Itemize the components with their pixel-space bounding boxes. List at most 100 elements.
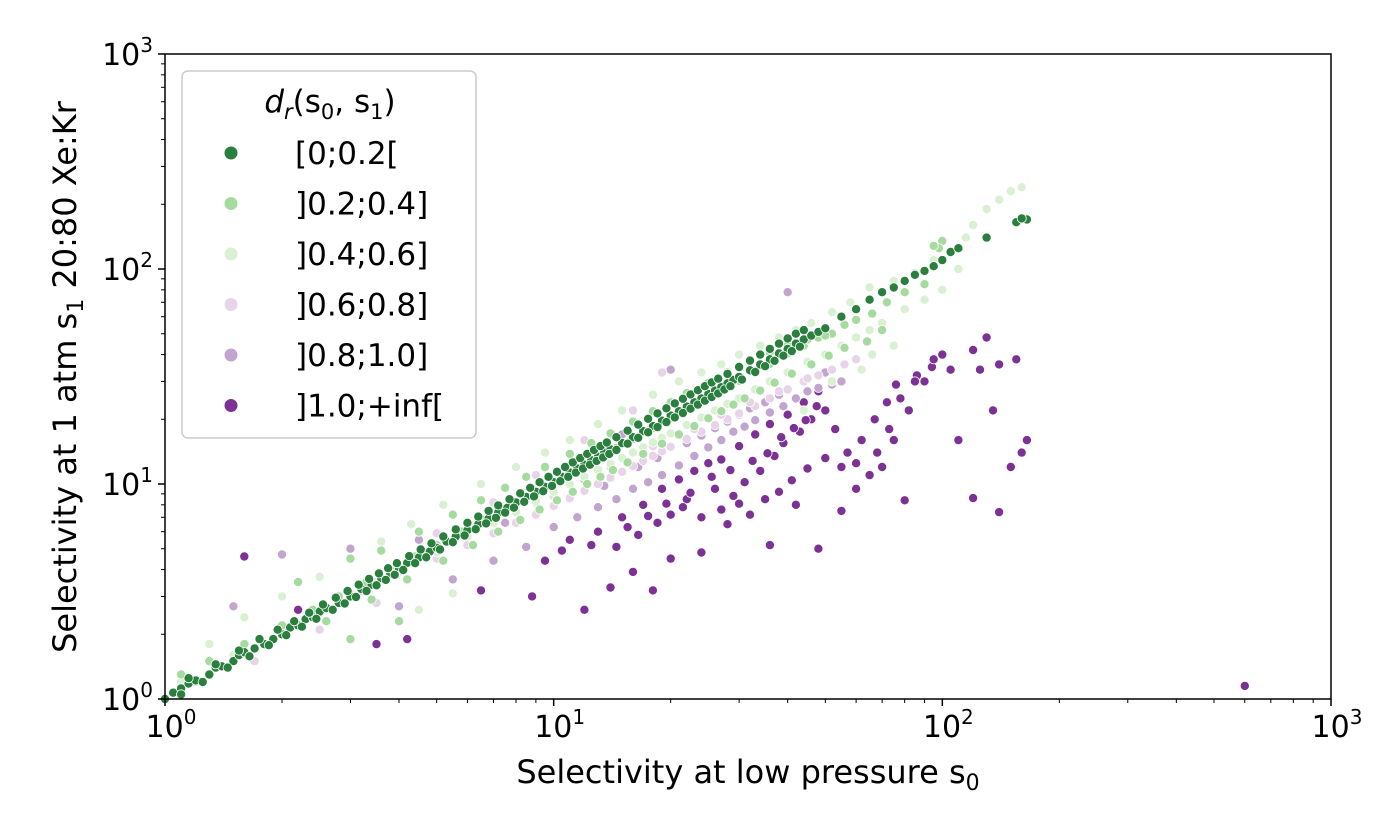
data-point (508, 502, 519, 513)
data-point (515, 515, 526, 526)
data-point (953, 263, 964, 274)
data-point (622, 522, 633, 533)
data-point (611, 432, 622, 443)
data-point (669, 412, 680, 423)
data-point (617, 466, 628, 477)
data-point (827, 376, 838, 387)
legend-label: ]0.2;0.4] (295, 187, 428, 223)
data-point (595, 471, 606, 482)
data-point (373, 568, 384, 579)
data-point (677, 407, 688, 418)
data-point (830, 424, 841, 435)
x-tick-label: 101 (534, 705, 585, 745)
data-point (421, 552, 432, 563)
data-point (856, 435, 867, 446)
data-point (633, 529, 644, 540)
data-point (813, 543, 824, 554)
data-point (529, 491, 540, 502)
data-point (722, 519, 733, 530)
data-point (881, 397, 892, 408)
data-point (521, 471, 532, 482)
data-point (611, 444, 622, 455)
data-point (402, 634, 413, 645)
data-point (1011, 354, 1022, 365)
data-point (493, 526, 504, 537)
data-point (778, 350, 789, 361)
data-point (239, 551, 250, 562)
data-point (716, 406, 727, 417)
data-point (734, 441, 745, 452)
data-point (345, 553, 356, 564)
data-point (611, 541, 622, 552)
data-point (736, 374, 747, 385)
data-point (864, 294, 875, 305)
data-point (928, 354, 939, 365)
data-point (657, 367, 668, 378)
data-point (778, 401, 789, 412)
data-point (689, 450, 700, 461)
data-point (806, 359, 817, 370)
data-point (228, 601, 239, 612)
data-point (413, 526, 424, 537)
data-point (769, 377, 780, 388)
data-point (864, 325, 875, 336)
data-point (345, 543, 356, 554)
data-point (361, 586, 372, 597)
data-point (1016, 447, 1027, 458)
data-point (579, 604, 590, 615)
data-point (447, 574, 458, 585)
legend-entry: ]0.4;0.6] (223, 237, 428, 273)
data-point (716, 504, 727, 515)
data-point (647, 437, 658, 448)
data-point (716, 359, 727, 370)
legend-title: dr(s0, s1) (264, 84, 395, 124)
data-point (696, 547, 707, 558)
data-point (350, 592, 361, 603)
data-point (1005, 461, 1016, 472)
data-point (567, 457, 578, 468)
data-point (426, 538, 437, 549)
data-point (774, 486, 785, 497)
data-point (438, 499, 449, 510)
data-point (696, 367, 707, 378)
data-point (647, 585, 658, 596)
data-point (371, 639, 382, 650)
data-point (760, 361, 771, 372)
y-axis-title-sub: 1 (64, 299, 89, 313)
data-point (734, 349, 745, 360)
data-point (475, 585, 486, 596)
data-point (864, 470, 875, 481)
data-point (647, 450, 658, 461)
data-point (622, 457, 633, 468)
x-tick-label: 100 (146, 705, 197, 745)
data-point (728, 490, 739, 501)
data-point (628, 447, 639, 458)
data-point (661, 403, 672, 414)
data-point (867, 349, 878, 360)
data-point (836, 376, 847, 387)
data-point (459, 530, 470, 541)
data-point (183, 673, 194, 684)
data-point (747, 455, 758, 466)
data-point (652, 422, 663, 433)
data-point (842, 447, 853, 458)
x-tick-label: 102 (923, 705, 974, 745)
data-point (293, 604, 304, 615)
data-point (960, 232, 971, 243)
data-point (802, 373, 813, 384)
data-point (877, 325, 888, 336)
data-point (393, 601, 404, 612)
data-point (239, 612, 250, 623)
data-point (782, 287, 793, 298)
data-point (563, 471, 574, 482)
data-point (628, 483, 639, 494)
data-point (895, 393, 906, 404)
data-point (593, 419, 604, 430)
data-point (968, 220, 979, 231)
data-point (543, 471, 554, 482)
data-point (722, 368, 733, 379)
data-point (739, 393, 750, 404)
data-point (293, 577, 304, 588)
data-point (376, 545, 387, 556)
data-point (366, 594, 377, 605)
